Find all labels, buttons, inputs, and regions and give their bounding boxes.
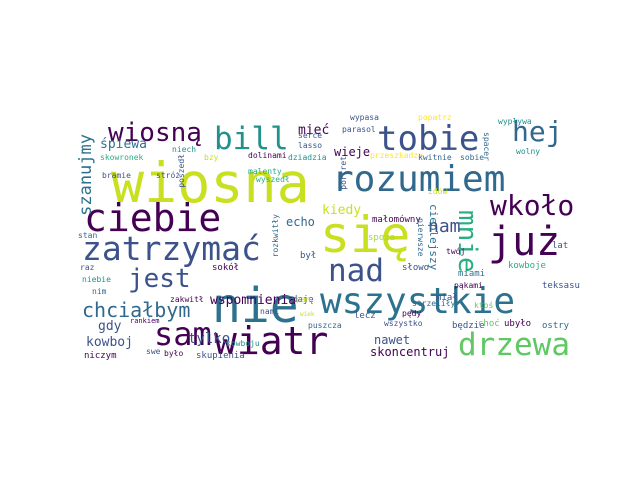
word-tobie: tobie — [377, 119, 480, 159]
word-niebie: niebie — [82, 275, 111, 284]
word-drzewa: drzewa — [458, 327, 570, 363]
word-kowboj: kowboj — [86, 335, 133, 350]
word-miami: miami — [458, 269, 486, 279]
word-sam: sam — [154, 315, 212, 353]
word-daje: daję — [292, 295, 314, 305]
word-hej: hej — [512, 115, 563, 148]
word-dolinami: dolinami — [248, 151, 287, 160]
word-pakami: pąkami — [454, 281, 483, 290]
word-nami: nami — [260, 307, 280, 316]
word-nie: nie — [212, 278, 299, 334]
word-ciepiejszy: cieplejszy — [427, 204, 440, 271]
word-rankiem: rankiem — [130, 317, 160, 325]
word-chcialbym: chciałbym — [82, 298, 191, 322]
word-wkolo: wkoło — [490, 189, 575, 222]
word-mial: miał — [436, 293, 458, 303]
word-nam: nam — [428, 216, 461, 237]
word-lat: lat — [552, 241, 569, 251]
word-niczym: niczym — [84, 351, 117, 361]
word-sie: się — [320, 206, 411, 264]
word-malenty: malenty — [248, 167, 282, 176]
word-lecz: lecz — [354, 311, 376, 321]
word-zakwitl: zakwitł — [170, 295, 204, 304]
word-wypasa: wypasa — [350, 113, 379, 122]
word-skupienia: skupienia — [196, 351, 245, 361]
word-nawet: nawet — [374, 333, 411, 347]
word-lasso: lasso — [298, 141, 323, 150]
word-skowronek: skowronek — [100, 153, 144, 162]
word-bylo: było — [164, 349, 184, 358]
word-spacer: spacer — [482, 132, 491, 161]
word-mnie: mnie — [452, 210, 482, 273]
word-spoza: spoza — [368, 233, 396, 243]
word-ostry: ostry — [542, 321, 570, 331]
word-pedy: pędy — [402, 309, 422, 318]
word-swe: swe — [146, 347, 161, 356]
word-choc: choć — [478, 319, 500, 329]
word-juz: już — [488, 219, 561, 265]
word-przeszkadza: przeszkadza — [370, 151, 423, 160]
word-spiewa: śpiewa — [100, 137, 147, 152]
word-wyplywa: wypływa — [498, 117, 532, 126]
word-malomowny: małomówny — [372, 215, 421, 225]
word-raz: raz — [80, 263, 95, 272]
word-sokol: sokół — [212, 263, 240, 273]
word-sobie: sobie — [460, 153, 485, 162]
word-rozumiem: rozumiem — [332, 159, 506, 200]
word-cloud: wiosna się nie wszystkie rozumiem ciebie… — [72, 104, 584, 368]
word-miec: mieć — [298, 123, 330, 138]
word-wiosna2: wiosną — [108, 118, 202, 148]
word-skoncentruj: skoncentruj — [370, 345, 450, 359]
word-nim: nim — [92, 287, 107, 296]
word-echo: echo — [286, 215, 315, 229]
word-dziadzia: dziadzia — [288, 153, 327, 162]
word-wszystko: wszystko — [384, 319, 423, 328]
word-wspomnienia: wspomnienia — [210, 293, 297, 308]
word-zatrzymac: zatrzymać — [82, 229, 261, 268]
word-wiosna: wiosna — [111, 151, 310, 215]
word-wieje: wieje — [334, 145, 371, 159]
word-kwitnie: kwitnie — [418, 153, 452, 162]
word-stroz: stróż — [156, 171, 181, 180]
word-kowboju: kowboju — [226, 339, 260, 348]
word-wolny: wolny — [516, 147, 541, 156]
word-byl: był — [300, 251, 317, 261]
word-rozkwitly: rozkwitły — [271, 214, 280, 258]
word-serce: serce — [298, 131, 323, 140]
word-ktos: ktoś — [474, 301, 494, 310]
word-ciebie: ciebie — [84, 196, 222, 240]
word-portret: portret — [339, 156, 348, 190]
word-stan: stan — [78, 231, 98, 240]
word-kowboje: kowboje — [508, 261, 546, 271]
word-bedzie: będzie — [452, 321, 485, 331]
word-twoj: twój — [446, 247, 466, 256]
word-puszcza: puszcza — [308, 321, 342, 330]
word-strzelily: strzeliły — [412, 299, 456, 308]
word-wiatr: wiatr — [214, 319, 329, 363]
word-nad: nad — [328, 253, 384, 289]
word-wyszedl: wyszedł — [256, 175, 290, 184]
word-pan: pan — [296, 295, 311, 304]
word-jest: jest — [128, 264, 191, 294]
word-parasol: parasol — [342, 125, 376, 134]
word-zdow: zdów — [428, 187, 448, 196]
word-gdy: gdy — [98, 319, 122, 334]
word-szanujmy: szanujmy — [76, 134, 96, 216]
word-bill: bill — [214, 121, 289, 157]
word-niech: niech — [172, 145, 197, 154]
word-kiedy: kiedy — [322, 203, 362, 218]
word-wszystkie: wszystkie — [320, 281, 516, 322]
word-ubylo: ubyło — [504, 319, 532, 329]
word-teksasu: teksasu — [542, 281, 580, 291]
word-tylko: tylko — [188, 331, 231, 347]
word-bramie: bramie — [102, 171, 131, 180]
word-popatrz: popatrz — [418, 113, 452, 122]
word-slowo: słowo — [402, 263, 430, 273]
word-poszedl: poszedł — [177, 154, 186, 188]
word-wiek: wiek — [300, 311, 315, 318]
word-bzy: bzy — [204, 153, 219, 162]
word-pierwsze: pierwsze — [416, 218, 425, 257]
